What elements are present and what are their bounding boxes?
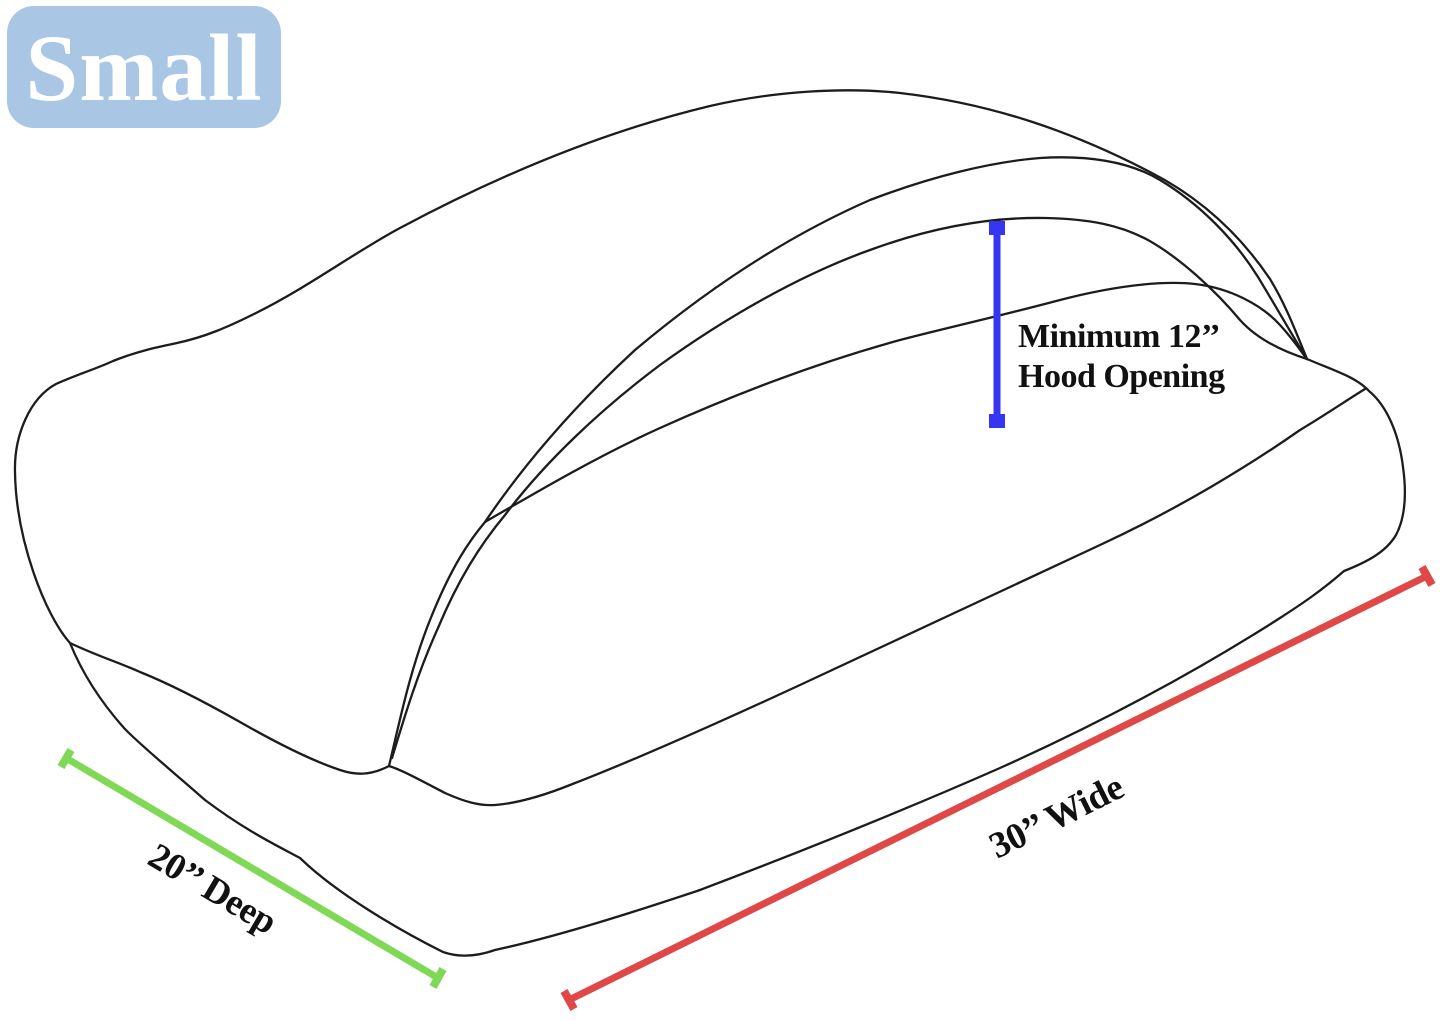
width-dimension-line (567, 572, 1429, 1004)
depth-dimension-cap-left (57, 747, 75, 770)
bed-sketch (13, 89, 1407, 957)
hood-opening-dimension: Minimum 12’’ Hood Opening (989, 221, 1226, 428)
size-badge: Small (7, 6, 281, 128)
depth-dimension-line (64, 754, 440, 982)
size-badge-background (7, 6, 281, 128)
hood-opening-label-line1: Minimum 12’’ (1018, 318, 1220, 355)
depth-dimension-cap-right (429, 967, 447, 989)
size-badge-label: Small (25, 15, 262, 121)
cushion-seam-line (68, 387, 1367, 807)
depth-dimension-label: 20’’ Deep (141, 836, 283, 943)
width-dimension: 30’’ Wide (560, 565, 1436, 1011)
hood-opening-dimension-cap-bottom (989, 414, 1005, 428)
hood-opening-dimension-cap-top (989, 221, 1005, 235)
hood-opening-label-line2: Hood Opening (1018, 358, 1225, 395)
width-dimension-cap-right (1418, 565, 1436, 587)
hood-opening-edge-line (483, 281, 1309, 524)
hood-rim-outer-line (387, 156, 1309, 768)
bed-outline (13, 89, 1407, 957)
depth-dimension: 20’’ Deep (57, 747, 447, 989)
width-dimension-cap-left (560, 989, 578, 1011)
hood-rim-inner-line (390, 216, 1309, 760)
